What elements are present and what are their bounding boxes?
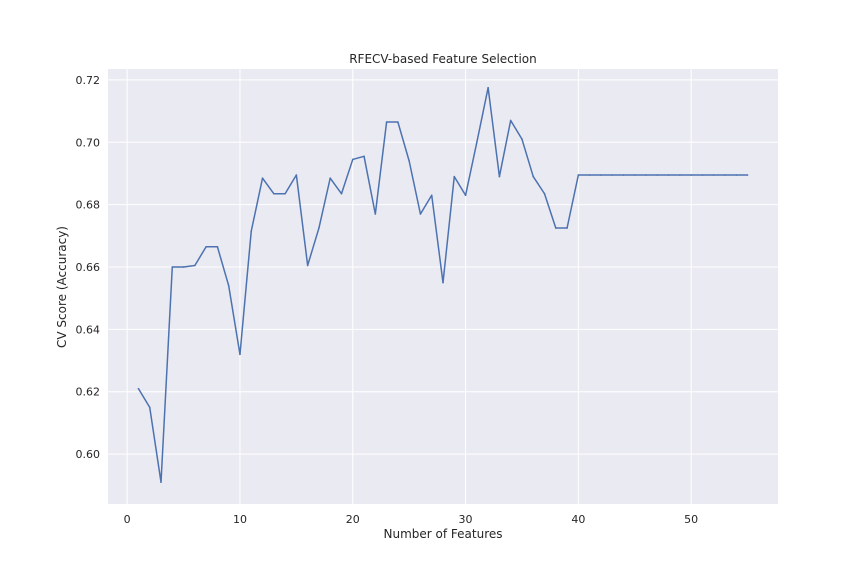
data-point bbox=[600, 174, 602, 176]
data-point bbox=[577, 174, 580, 176]
data-point bbox=[554, 227, 557, 229]
data-point bbox=[137, 387, 140, 390]
x-tick-label: 0 bbox=[124, 513, 131, 526]
data-point bbox=[329, 177, 332, 179]
data-point bbox=[351, 158, 354, 161]
data-point bbox=[679, 174, 681, 176]
data-point bbox=[588, 174, 591, 176]
y-tick-label: 0.62 bbox=[76, 386, 101, 399]
data-point bbox=[498, 175, 501, 178]
data-point bbox=[633, 174, 636, 176]
y-tick-label: 0.72 bbox=[76, 74, 101, 87]
y-tick-label: 0.68 bbox=[76, 199, 101, 212]
y-tick-label: 0.70 bbox=[76, 136, 101, 149]
data-point bbox=[205, 245, 207, 248]
data-point bbox=[656, 174, 659, 176]
y-tick-label: 0.66 bbox=[76, 261, 101, 274]
data-point bbox=[532, 175, 535, 178]
data-point bbox=[566, 227, 568, 229]
x-tick-label: 10 bbox=[233, 513, 247, 526]
data-point bbox=[611, 174, 613, 176]
x-tick-label: 20 bbox=[346, 513, 360, 526]
data-point bbox=[171, 266, 174, 268]
data-point bbox=[667, 174, 670, 176]
data-point bbox=[160, 481, 162, 483]
series-layer bbox=[137, 86, 749, 483]
data-point bbox=[645, 174, 647, 176]
data-point bbox=[374, 213, 377, 215]
data-point bbox=[227, 284, 230, 287]
data-point bbox=[442, 281, 444, 284]
data-point bbox=[385, 121, 388, 123]
data-point bbox=[464, 194, 467, 197]
plot-area bbox=[108, 69, 778, 504]
data-point bbox=[261, 177, 264, 179]
data-point bbox=[194, 264, 196, 267]
data-point bbox=[746, 174, 749, 176]
x-tick-label: 40 bbox=[571, 513, 585, 526]
data-point bbox=[690, 174, 692, 176]
y-tick-label: 0.60 bbox=[76, 448, 101, 461]
data-point bbox=[509, 119, 512, 122]
data-point bbox=[273, 192, 275, 195]
data-point bbox=[476, 141, 478, 144]
data-point bbox=[430, 194, 433, 197]
data-point bbox=[318, 227, 320, 229]
data-point bbox=[306, 264, 309, 267]
x-tick-label: 50 bbox=[684, 513, 698, 526]
x-axis-label: Number of Features bbox=[384, 527, 503, 541]
data-point bbox=[408, 160, 410, 162]
data-point bbox=[250, 230, 253, 232]
x-axis-ticks: 0 10 20 30 40 50 bbox=[124, 513, 698, 526]
y-axis-ticks: 0.60 0.62 0.64 0.66 0.68 0.70 0.72 bbox=[76, 74, 101, 461]
data-point bbox=[521, 138, 523, 140]
y-tick-label: 0.64 bbox=[76, 323, 101, 336]
data-point bbox=[363, 155, 365, 158]
data-point bbox=[712, 174, 715, 176]
data-point bbox=[724, 174, 726, 176]
data-point bbox=[622, 174, 625, 176]
grid-lines bbox=[108, 69, 778, 504]
data-point bbox=[295, 174, 298, 176]
data-point bbox=[487, 86, 489, 89]
data-point bbox=[419, 213, 422, 215]
y-axis-label: CV Score (Accuracy) bbox=[55, 226, 69, 348]
x-tick-label: 30 bbox=[459, 513, 473, 526]
data-point bbox=[239, 353, 241, 356]
data-point bbox=[397, 121, 399, 123]
data-point bbox=[543, 192, 546, 195]
data-point bbox=[340, 192, 343, 195]
data-point bbox=[148, 406, 151, 409]
data-point bbox=[735, 174, 738, 176]
data-point bbox=[182, 266, 185, 268]
data-point bbox=[216, 245, 219, 248]
data-point bbox=[284, 192, 286, 195]
chart-title: RFECV-based Feature Selection bbox=[349, 52, 537, 66]
data-point bbox=[701, 174, 704, 176]
data-point bbox=[453, 175, 456, 178]
